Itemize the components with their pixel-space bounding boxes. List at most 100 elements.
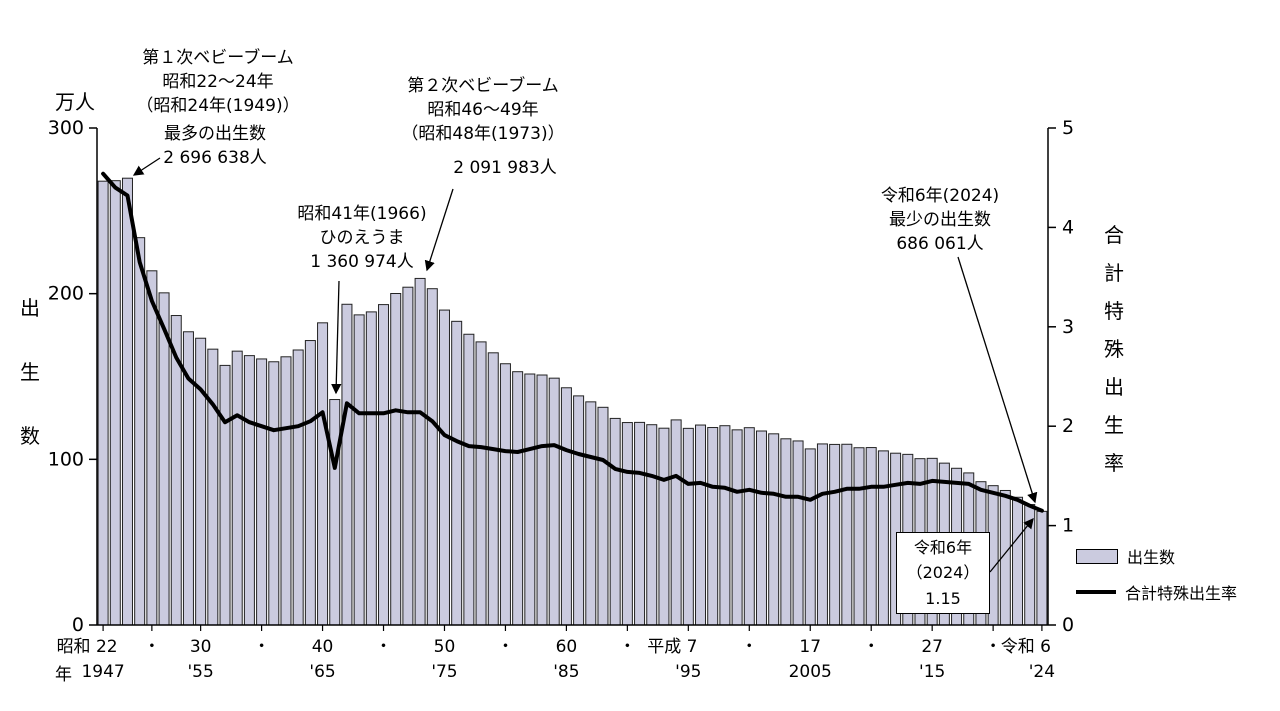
birth-bar — [768, 433, 780, 626]
x-tick-era-label: ・ — [741, 637, 758, 657]
birth-bar — [804, 448, 816, 626]
birth-bar — [390, 293, 402, 626]
birth-bar — [292, 349, 304, 626]
x-tick-western-label: '24 — [1029, 662, 1055, 682]
birth-bar — [536, 374, 548, 626]
birth-bar — [280, 356, 292, 626]
birth-bar — [743, 427, 755, 626]
left-axis-tick-label: 200 — [48, 283, 84, 305]
birth-bar — [353, 314, 365, 626]
rate-line-swatch — [1076, 590, 1116, 594]
annotation-first-baby-boom: 第１次ベビーブーム 昭和22～24年 （昭和24年(1949)） — [136, 48, 300, 117]
left-axis-title: 出 生 数 — [20, 296, 40, 448]
birth-bar — [451, 320, 463, 626]
left-axis-tick-label: 300 — [48, 117, 84, 139]
birth-bar — [853, 447, 865, 626]
birth-bar — [682, 427, 694, 626]
birth-bar — [560, 387, 572, 626]
birth-bar — [841, 443, 853, 626]
birth-bar — [146, 270, 158, 626]
birth-bar — [414, 277, 426, 626]
x-tick-era-label: ・ — [497, 637, 514, 657]
birth-bar — [865, 447, 877, 626]
x-tick-western-label: '95 — [675, 662, 701, 682]
birth-bar — [670, 419, 682, 626]
legend-rate-label: 合計特殊出生率 — [1125, 584, 1238, 603]
legend-item-rate: 合計特殊出生率 — [1076, 582, 1238, 603]
x-tick-western-label: '15 — [919, 662, 945, 682]
birth-bar — [731, 429, 743, 626]
right-axis-tick-label: 0 — [1062, 614, 1074, 636]
x-axis-year-suffix: 年 — [55, 665, 72, 685]
legend-births-label: 出生数 — [1127, 548, 1176, 567]
birth-bar — [487, 352, 499, 626]
birth-bar — [780, 438, 792, 626]
x-tick-era-label: ・ — [985, 637, 1002, 657]
annotation-second-baby-boom: 第２次ベビーブーム 昭和46～49年 （昭和48年(1973)） — [401, 76, 565, 145]
birth-bar — [548, 377, 560, 626]
x-tick-era-label: ・ — [375, 637, 392, 657]
annotation-max-births: 最多の出生数 2 696 638人 — [163, 124, 267, 169]
birth-bar — [621, 422, 633, 626]
birth-bar — [304, 340, 316, 626]
x-tick-era-label: 平成 7 — [647, 637, 697, 657]
right-axis-tick-label: 3 — [1062, 316, 1074, 338]
birth-bar — [341, 303, 353, 626]
birth-bar — [524, 373, 536, 626]
right-axis-title: 合 計 特 殊 出 生 率 — [1104, 223, 1124, 475]
x-tick-era-label: ・ — [619, 637, 636, 657]
birth-bar — [719, 425, 731, 626]
birth-bar — [755, 430, 767, 626]
birth-bar — [609, 417, 621, 626]
right-axis-tick-label: 4 — [1062, 216, 1074, 238]
birth-bar — [195, 337, 207, 626]
right-axis-tick-label: 2 — [1062, 415, 1074, 437]
birth-bar — [219, 364, 231, 626]
annotation-hinoeuma: 昭和41年(1966) ひのえうま 1 360 974人 — [297, 204, 427, 273]
left-axis-unit-label: 万人 — [55, 90, 95, 114]
birth-bar — [243, 355, 255, 626]
birth-bar — [207, 348, 219, 626]
right-axis-tick-label: 5 — [1062, 117, 1074, 139]
x-tick-era-label: 令和 6 — [1001, 637, 1051, 657]
x-tick-western-label: 2005 — [789, 662, 832, 682]
birth-bar — [158, 292, 170, 626]
birth-bar — [499, 363, 511, 626]
birth-bar — [1012, 496, 1024, 626]
birth-bar — [378, 304, 390, 626]
right-axis-tick-label: 1 — [1062, 515, 1074, 537]
birth-bar — [585, 401, 597, 626]
x-tick-era-label: 27 — [921, 637, 943, 657]
legend-item-births: 出生数 — [1076, 546, 1237, 567]
left-axis-tick-label: 100 — [48, 448, 84, 470]
birth-bar — [256, 358, 268, 626]
arrow-second-boom — [424, 188, 454, 272]
birth-bar — [134, 237, 146, 626]
x-tick-era-label: 昭和 22 — [57, 637, 118, 657]
birth-bar — [268, 361, 280, 626]
birth-bar — [438, 309, 450, 626]
x-tick-western-label: '65 — [309, 662, 335, 682]
x-tick-era-label: ・ — [143, 637, 160, 657]
birth-bar — [597, 406, 609, 626]
birth-bar — [877, 450, 889, 626]
annotation-rate-2024-box: 令和6年 （2024） 1.15 — [896, 532, 990, 614]
birth-bar — [231, 350, 243, 626]
legend: 出生数 合計特殊出生率 — [1076, 546, 1237, 618]
left-axis-tick-label: 0 — [72, 614, 84, 636]
x-tick-western-label: '55 — [187, 662, 213, 682]
births-bar-swatch — [1076, 548, 1118, 564]
x-tick-western-label: '75 — [431, 662, 457, 682]
birth-bar — [109, 180, 121, 626]
birth-bar — [1036, 510, 1048, 626]
birth-bar — [463, 333, 475, 626]
x-tick-era-label: 40 — [312, 637, 334, 657]
x-tick-western-label: '85 — [553, 662, 579, 682]
x-tick-western-label: 1947 — [81, 662, 124, 682]
birth-bar — [829, 443, 841, 626]
birth-bar — [317, 322, 329, 626]
birth-bar — [329, 399, 341, 626]
birth-bar — [512, 371, 524, 626]
